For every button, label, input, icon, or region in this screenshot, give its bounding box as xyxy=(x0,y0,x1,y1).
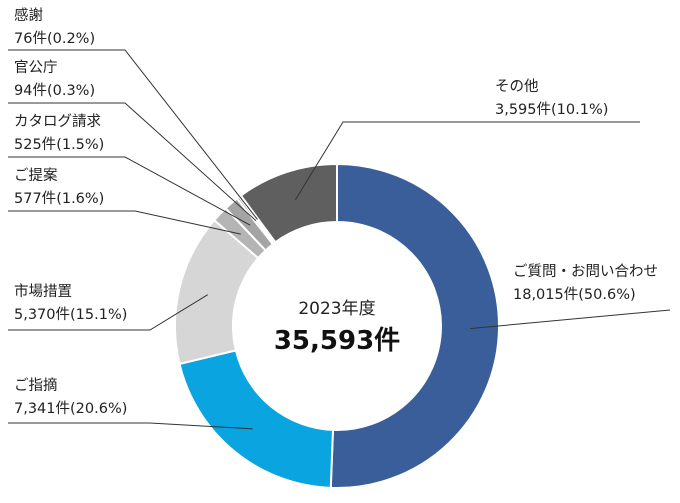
slice-name-label-4: カタログ請求 xyxy=(14,113,101,130)
slice-count-5: 94件 xyxy=(14,82,47,99)
slice-percent-6: (0.2%) xyxy=(47,31,95,47)
slice-percent-2: (15.1%) xyxy=(70,307,127,323)
leader-line-0 xyxy=(469,309,671,330)
slice-count-4: 525件 xyxy=(14,136,56,153)
slice-percent-4: (1.5%) xyxy=(56,137,104,153)
leader-lines xyxy=(8,49,671,430)
slice-percent-5: (0.3%) xyxy=(47,83,95,99)
slice-count-6: 76件 xyxy=(14,30,47,47)
donut-slice-1 xyxy=(178,349,335,489)
slice-name-label-7: その他 xyxy=(495,78,539,95)
leader-line-6 xyxy=(8,49,258,220)
center-total: 35,593件 xyxy=(274,326,400,356)
leader-line-4 xyxy=(8,156,251,226)
slice-percent-3: (1.6%) xyxy=(56,191,104,207)
slice-name-label-5: 官公庁 xyxy=(14,59,58,76)
slice-name-label-0: ご質問・お問い合わせ xyxy=(513,262,658,280)
slice-percent-7: (10.1%) xyxy=(551,102,608,118)
slice-value-label-1: 7,341件(20.6%) xyxy=(14,400,127,417)
leader-line-7 xyxy=(295,121,640,200)
slice-value-label-2: 5,370件(15.1%) xyxy=(14,306,127,323)
slice-value-label-7: 3,595件(10.1%) xyxy=(495,101,608,118)
slice-name-label-3: ご提案 xyxy=(14,166,58,184)
leader-line-3 xyxy=(8,210,241,235)
slice-value-label-4: 525件(1.5%) xyxy=(14,136,104,153)
leader-line-1 xyxy=(8,422,253,430)
slice-value-label-3: 577件(1.6%) xyxy=(14,190,104,207)
slice-count-1: 7,341件 xyxy=(14,400,70,417)
slice-name-label-6: 感謝 xyxy=(14,7,43,24)
leader-line-5 xyxy=(8,102,257,222)
slice-labels: ご質問・お問い合わせ 18,015件(50.6%) ご指摘 7,341件(20.6%)… xyxy=(14,7,658,417)
slice-count-2: 5,370件 xyxy=(14,306,70,323)
slice-value-label-5: 94件(0.3%) xyxy=(14,82,95,99)
slice-name-label-1: ご指摘 xyxy=(14,376,58,394)
slice-percent-1: (20.6%) xyxy=(70,401,127,417)
slice-value-label-6: 76件(0.2%) xyxy=(14,30,95,47)
donut-slice-0 xyxy=(329,162,500,489)
slice-value-label-0: 18,015件(50.6%) xyxy=(513,286,636,303)
slice-count-7: 3,595件 xyxy=(495,101,551,118)
slice-name-label-2: 市場措置 xyxy=(14,283,72,300)
leader-line-2 xyxy=(8,294,208,331)
slice-percent-0: (50.6%) xyxy=(578,287,635,303)
center-title: 2023年度 xyxy=(298,299,375,319)
slice-count-3: 577件 xyxy=(14,190,56,207)
slice-count-0: 18,015件 xyxy=(513,286,578,303)
donut-slice-7 xyxy=(239,162,338,244)
